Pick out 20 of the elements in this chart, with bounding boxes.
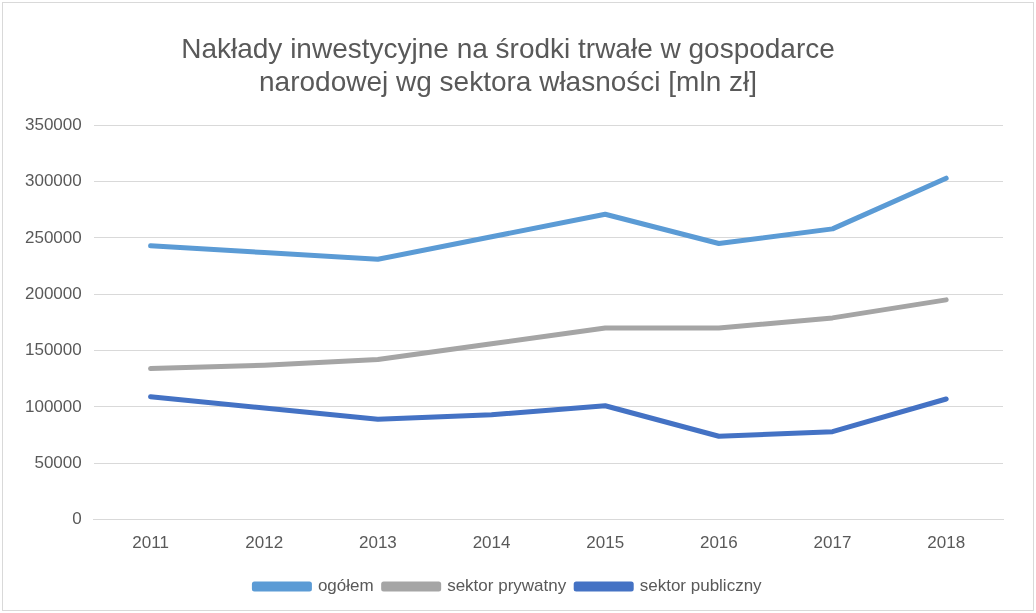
legend-label: sektor prywatny: [447, 576, 567, 596]
x-tick-label: 2013: [358, 533, 397, 553]
y-tick-label: 200000: [24, 283, 82, 303]
chart-title: Nakłady inwestycyjne na środki trwałe w gospodarce narodowej wg sektora własności [mln zł]: [181, 32, 835, 98]
x-tick-label: 2011: [132, 533, 169, 553]
y-tick-label: 300000: [24, 171, 82, 191]
y-tick-label: 50000: [34, 452, 82, 472]
y-tick-label: 350000: [24, 114, 82, 134]
y-tick-label: 100000: [24, 396, 82, 416]
y-tick-label: 250000: [24, 227, 82, 247]
x-tick-label: 2017: [813, 533, 852, 553]
legend-label: sektor publiczny: [639, 576, 763, 596]
y-tick-label: 150000: [24, 340, 82, 360]
x-tick-label: 2018: [927, 533, 966, 553]
x-tick-label: 2014: [472, 533, 511, 553]
x-tick-label: 2012: [245, 533, 284, 553]
legend-label: ogółem: [317, 576, 374, 596]
x-tick-label: 2015: [586, 533, 625, 553]
y-tick-label: 0: [72, 509, 82, 529]
x-tick-label: 2016: [699, 533, 738, 553]
